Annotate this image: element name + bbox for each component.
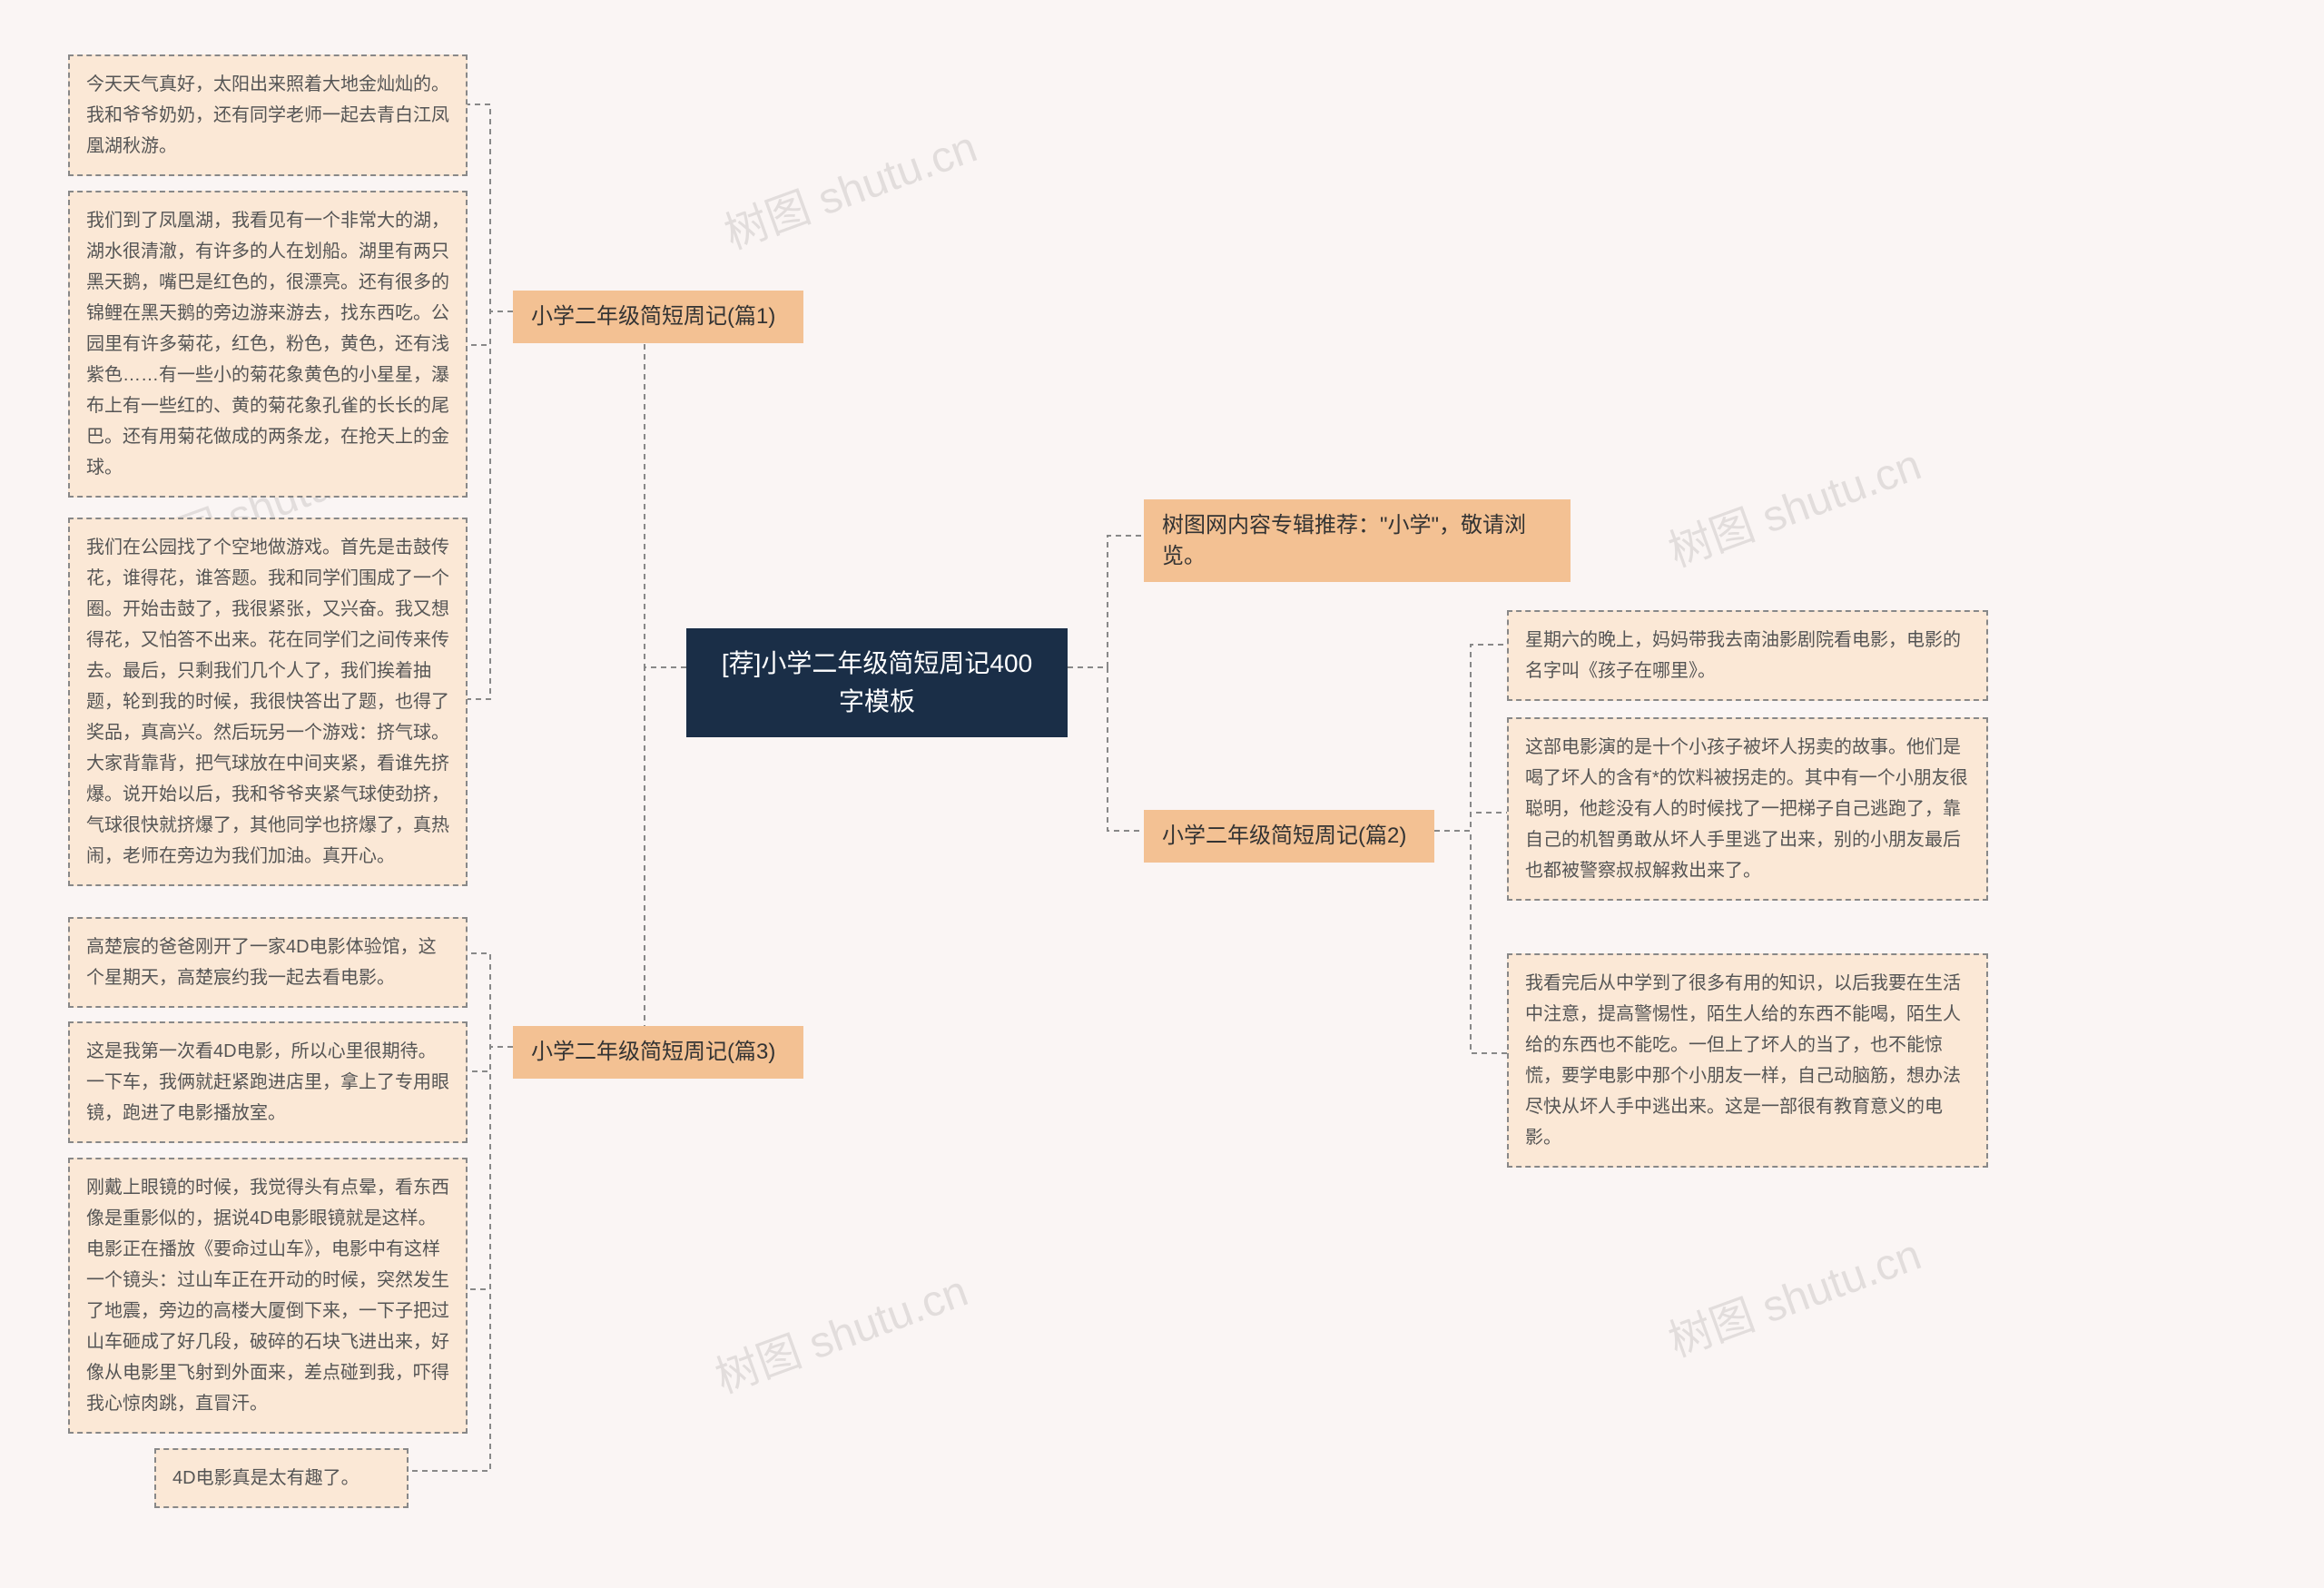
- leaf-b3-1: 高楚宸的爸爸刚开了一家4D电影体验馆，这个星期天，高楚宸约我一起去看电影。: [68, 917, 468, 1008]
- center-node: [荐]小学二年级简短周记400字模板: [686, 628, 1068, 737]
- branch-2: 小学二年级简短周记(篇2): [1144, 810, 1434, 863]
- watermark: 树图 shutu.cn: [714, 111, 984, 261]
- branch-3: 小学二年级简短周记(篇3): [513, 1026, 803, 1079]
- leaf-b3-4: 4D电影真是太有趣了。: [154, 1448, 409, 1508]
- leaf-b3-2: 这是我第一次看4D电影，所以心里很期待。一下车，我俩就赶紧跑进店里，拿上了专用眼…: [68, 1021, 468, 1143]
- branch-intro: 树图网内容专辑推荐："小学"，敬请浏览。: [1144, 499, 1571, 582]
- leaf-b1-2: 我们到了凤凰湖，我看见有一个非常大的湖，湖水很清澈，有许多的人在划船。湖里有两只…: [68, 191, 468, 498]
- leaf-b1-1: 今天天气真好，太阳出来照着大地金灿灿的。我和爷爷奶奶，还有同学老师一起去青白江凤…: [68, 54, 468, 176]
- branch-1: 小学二年级简短周记(篇1): [513, 291, 803, 343]
- watermark: 树图 shutu.cn: [1659, 429, 1928, 578]
- leaf-b2-1: 星期六的晚上，妈妈带我去南油影剧院看电影，电影的名字叫《孩子在哪里》。: [1507, 610, 1988, 701]
- leaf-b1-3: 我们在公园找了个空地做游戏。首先是击鼓传花，谁得花，谁答题。我和同学们围成了一个…: [68, 518, 468, 886]
- leaf-b3-3: 刚戴上眼镜的时候，我觉得头有点晕，看东西像是重影似的，据说4D电影眼镜就是这样。…: [68, 1158, 468, 1434]
- leaf-b2-3: 我看完后从中学到了很多有用的知识，以后我要在生活中注意，提高警惕性，陌生人给的东…: [1507, 953, 1988, 1168]
- watermark: 树图 shutu.cn: [705, 1255, 975, 1405]
- watermark: 树图 shutu.cn: [1659, 1218, 1928, 1368]
- leaf-b2-2: 这部电影演的是十个小孩子被坏人拐卖的故事。他们是喝了坏人的含有*的饮料被拐走的。…: [1507, 717, 1988, 901]
